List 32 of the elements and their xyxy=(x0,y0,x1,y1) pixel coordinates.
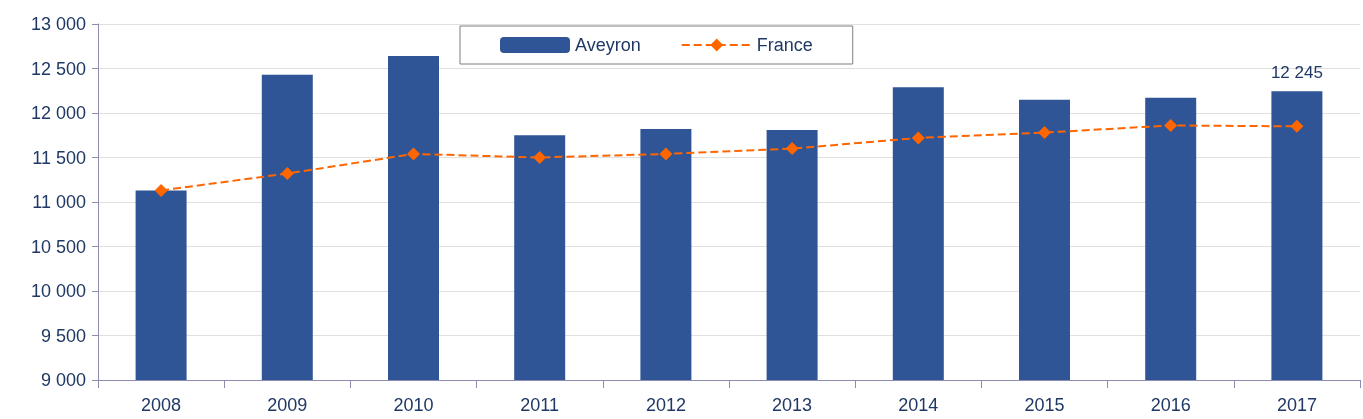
x-tick-label: 2017 xyxy=(1276,395,1317,415)
point xyxy=(1164,118,1178,132)
legend-label: Aveyron xyxy=(575,35,641,55)
x-tick-label: 2016 xyxy=(1150,395,1191,415)
point xyxy=(785,142,799,156)
point xyxy=(280,167,294,181)
x-tick-label: 2014 xyxy=(898,395,939,415)
point xyxy=(1290,119,1304,133)
y-tick-label: 13 000 xyxy=(30,14,86,34)
y-tick-label: 10 000 xyxy=(30,281,86,301)
x-tick-label: 2011 xyxy=(520,395,560,415)
y-tick-label: 10 500 xyxy=(30,236,86,257)
point xyxy=(1038,126,1051,140)
x-tick-label: 2015 xyxy=(1024,395,1065,415)
x-tick-label: 2010 xyxy=(393,395,434,415)
x-tick-label: 2013 xyxy=(772,395,813,415)
point xyxy=(407,147,420,161)
x-tick-label: 2009 xyxy=(267,395,308,415)
point xyxy=(154,183,168,197)
y-tick-label: 9 500 xyxy=(40,325,86,346)
x-tick-label: 2008 xyxy=(141,395,182,415)
data-label: 12 245 xyxy=(1270,63,1323,83)
y-tick-label: 11 000 xyxy=(32,192,86,212)
y-tick-label: 12 000 xyxy=(30,103,86,123)
y-tick-label: 12 500 xyxy=(30,58,86,79)
point xyxy=(911,131,925,145)
point xyxy=(533,151,547,164)
y-tick-label: 9 000 xyxy=(40,370,86,390)
y-tick-label: 11 500 xyxy=(32,147,86,168)
legend-label: France xyxy=(756,35,813,55)
x-tick-label: 2012 xyxy=(645,395,686,415)
point xyxy=(659,147,673,161)
